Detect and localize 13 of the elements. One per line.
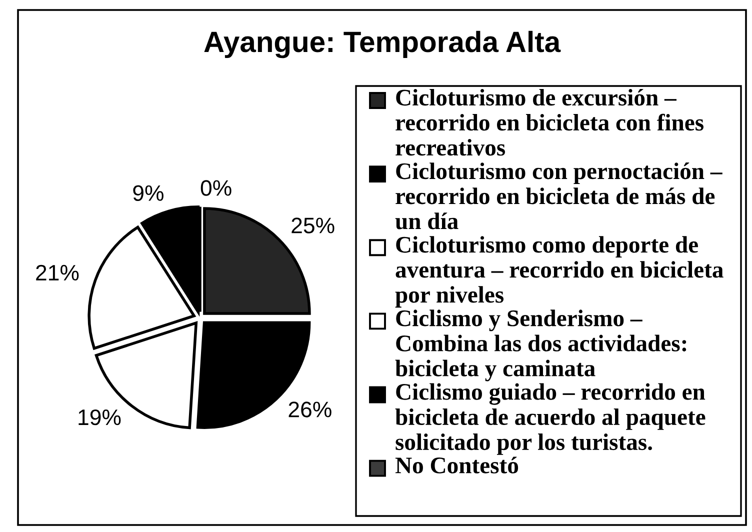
legend-label: Cicloturismo de excursión – recorrido en bicicleta con fines recreativos [396,88,704,156]
text: 0% [200,180,232,196]
legend-label: Ciclismo y Senderismo – Combina las dos actividades: bicicleta y caminata [395,310,686,382]
chart-title: Ayangue: Temporada Alta [204,30,561,58]
legend-label: Cicloturismo con pernoctación – recorrido en bicicleta de más de un día [395,162,722,230]
data-label: 21% [36,264,79,280]
legend-label: Ciclismo guiado – recorrido en bicicleta de acuerdo al paquete solicitado por los turistas. [395,383,706,455]
data-label: 26% [288,402,332,418]
data-label: 9% [133,185,164,201]
legend-label: Cicloturismo como deporte de aventura – recorrido en bicicleta por niveles [395,236,724,308]
legend-label: No Contestó [395,456,518,474]
data-label: 19% [78,409,121,426]
data-label: 25% [292,218,334,234]
